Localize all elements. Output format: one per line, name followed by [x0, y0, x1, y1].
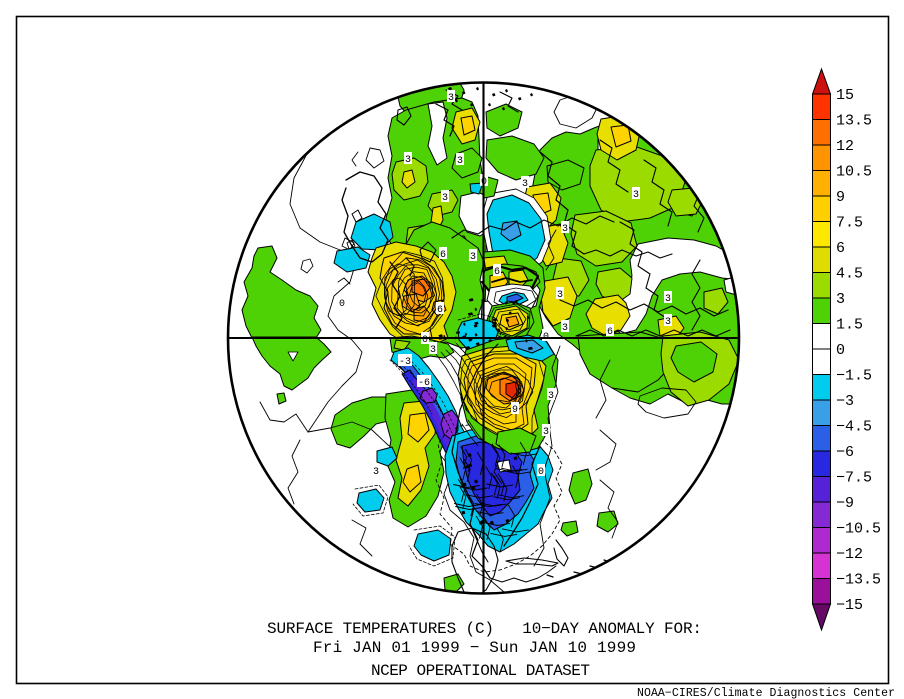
svg-text:9: 9 — [512, 405, 518, 416]
svg-text:−1.5: −1.5 — [836, 368, 872, 385]
svg-text:3: 3 — [543, 427, 549, 438]
svg-text:−7.5: −7.5 — [836, 470, 872, 487]
svg-text:NOAA−CIRES/Climate Diagnostics: NOAA−CIRES/Climate Diagnostics Center — [637, 687, 895, 699]
svg-text:10.5: 10.5 — [836, 164, 872, 181]
svg-text:3: 3 — [665, 317, 671, 328]
svg-text:3: 3 — [562, 224, 568, 235]
svg-text:6: 6 — [437, 305, 443, 316]
svg-text:0: 0 — [422, 335, 428, 346]
svg-text:−9: −9 — [836, 495, 854, 512]
svg-text:3: 3 — [665, 294, 671, 305]
svg-text:3: 3 — [522, 179, 528, 190]
svg-text:6: 6 — [607, 327, 613, 338]
svg-text:0: 0 — [836, 342, 845, 359]
svg-text:6: 6 — [836, 240, 845, 257]
svg-text:-3: -3 — [399, 357, 411, 368]
svg-text:15: 15 — [836, 87, 854, 104]
svg-text:3: 3 — [457, 156, 463, 167]
svg-text:−6: −6 — [836, 444, 854, 461]
svg-text:0: 0 — [538, 467, 544, 478]
svg-text:6: 6 — [440, 250, 446, 261]
svg-text:1.5: 1.5 — [836, 317, 863, 334]
svg-text:SURFACE TEMPERATURES (C) 10−: SURFACE TEMPERATURES (C) 10−DAY ANOMALY … — [267, 620, 702, 638]
svg-text:3: 3 — [430, 345, 436, 356]
svg-text:3: 3 — [448, 93, 454, 104]
svg-text:3: 3 — [405, 155, 411, 166]
svg-text:−15: −15 — [836, 597, 863, 614]
svg-text:3: 3 — [557, 290, 563, 301]
svg-text:3: 3 — [548, 391, 554, 402]
svg-text:3: 3 — [633, 190, 639, 201]
svg-text:7.5: 7.5 — [836, 215, 863, 232]
svg-text:-6: -6 — [418, 378, 430, 389]
svg-text:3: 3 — [442, 193, 448, 204]
svg-text:−3: −3 — [836, 393, 854, 410]
svg-text:NCEP OPERATIONAL DATASET: NCEP OPERATIONAL DATASET — [371, 662, 590, 680]
svg-text:3: 3 — [836, 291, 845, 308]
svg-text:3: 3 — [470, 252, 476, 263]
svg-text:6: 6 — [494, 267, 500, 278]
svg-text:Fri JAN 01 1999 − Sun JAN 10 1: Fri JAN 01 1999 − Sun JAN 10 1999 — [313, 639, 636, 657]
svg-text:0: 0 — [339, 299, 345, 310]
svg-text:3: 3 — [373, 467, 379, 478]
svg-text:−10.5: −10.5 — [836, 521, 881, 538]
svg-text:13.5: 13.5 — [836, 113, 872, 130]
svg-text:−13.5: −13.5 — [836, 572, 881, 589]
svg-text:3: 3 — [562, 323, 568, 334]
svg-text:4.5: 4.5 — [836, 266, 863, 283]
svg-text:−12: −12 — [836, 546, 863, 563]
svg-text:9: 9 — [836, 189, 845, 206]
svg-text:12: 12 — [836, 138, 854, 155]
svg-text:−4.5: −4.5 — [836, 419, 872, 436]
